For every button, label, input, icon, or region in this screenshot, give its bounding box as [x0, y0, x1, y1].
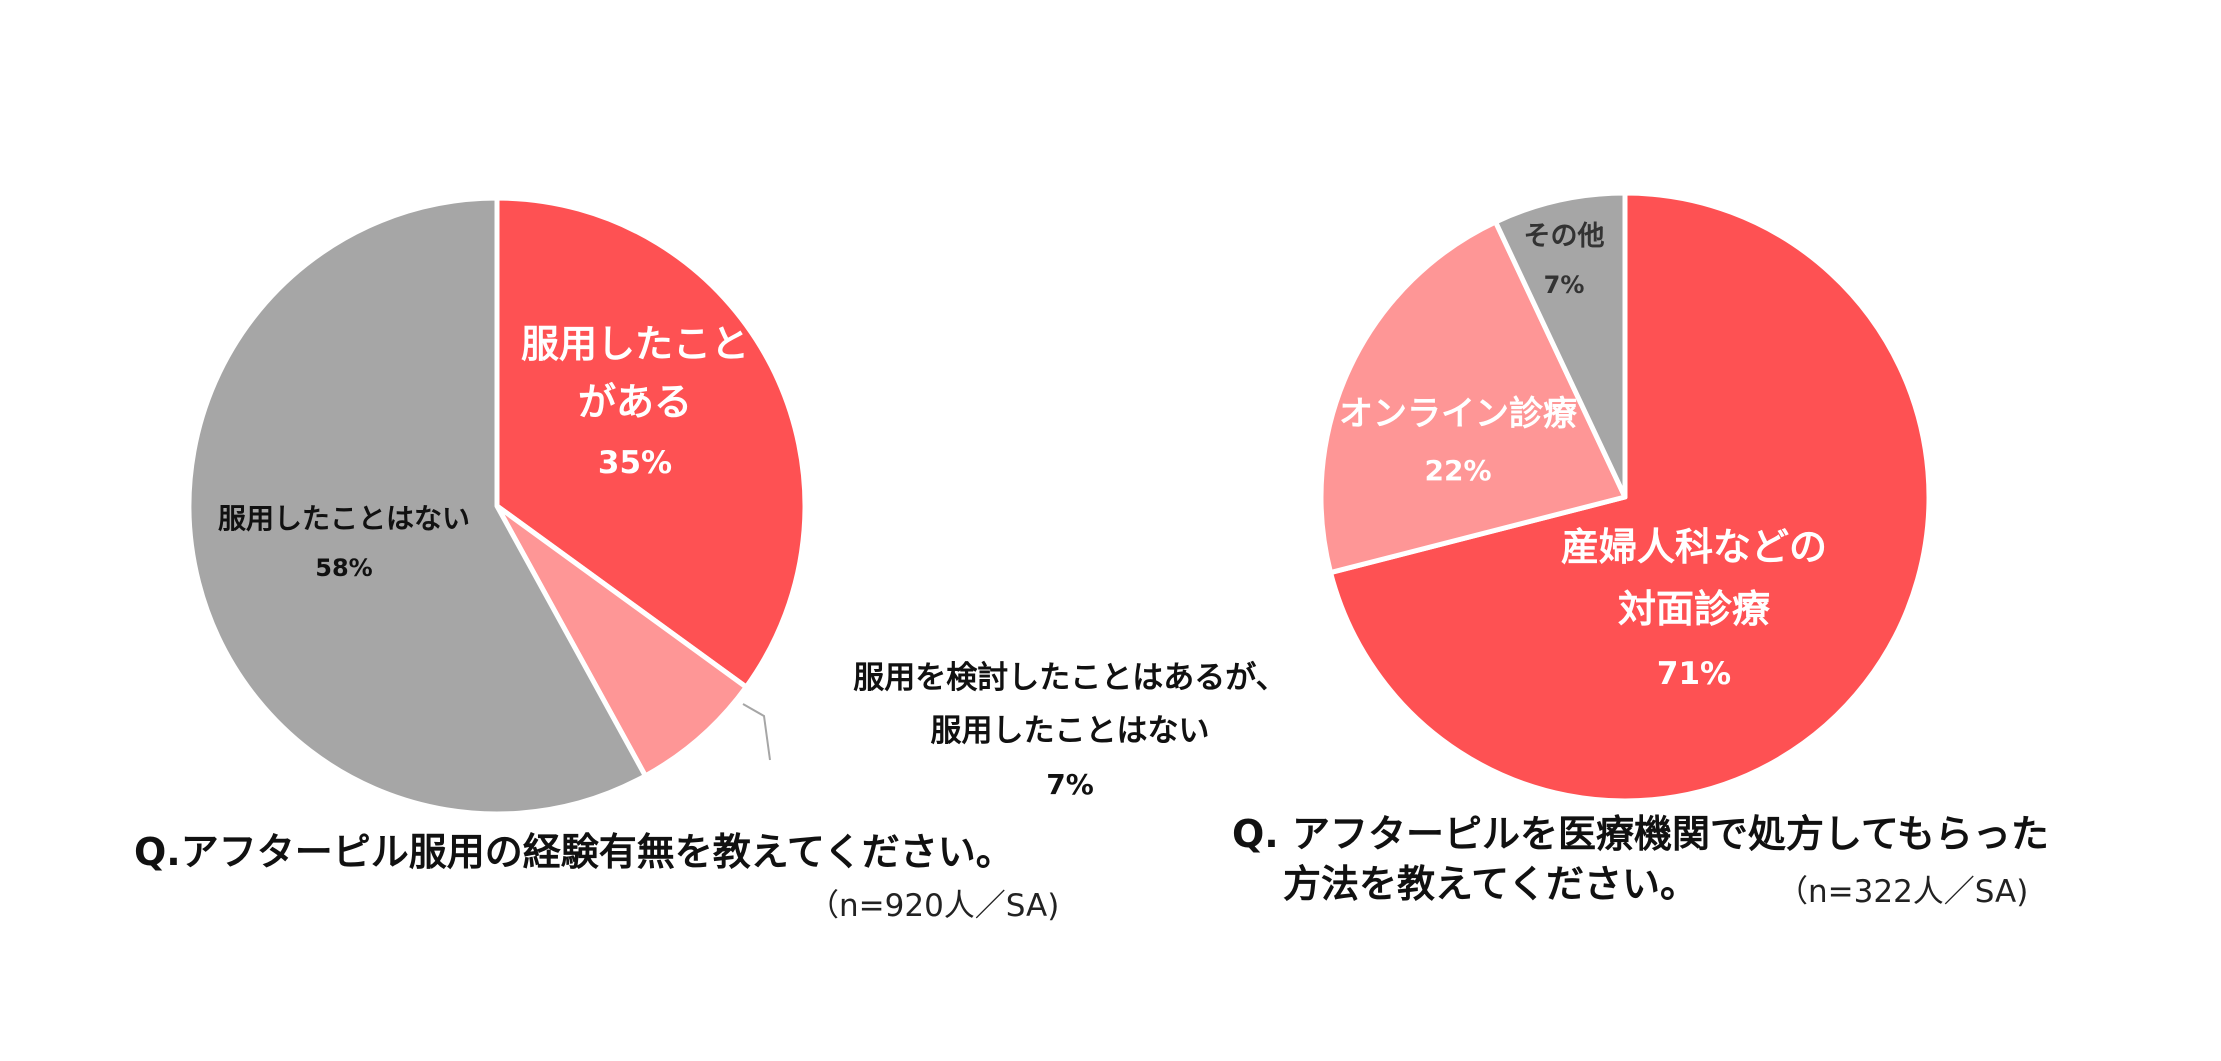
chart2-label-online-line1: オンライン診療 — [1339, 394, 1578, 434]
chart1-label-considered-line1: 服用を検討したことはあるが、 — [853, 660, 1286, 696]
chart1-label-experienced-line1: 服用したこと — [521, 322, 749, 366]
chart2-label-in-person-line1: 産婦人科などの — [1561, 525, 1827, 569]
chart2-sample-note: （n=322人／SA) — [1777, 874, 2029, 910]
chart1-value-experienced: 35% — [598, 445, 672, 481]
chart2-label-other-line1: その他 — [1524, 221, 1605, 252]
chart1-value-considered: 7% — [1046, 768, 1094, 801]
chart2-value-in-person: 71% — [1657, 656, 1731, 692]
chart2-question-title-line1: Q. アフターピルを医療機関で処方してもらった — [1232, 812, 2049, 856]
chart2-value-other: 7% — [1544, 271, 1585, 299]
chart2-question-title-line2: 方法を教えてください。 — [1283, 862, 1698, 906]
chart2-label-in-person-line2: 対面診療 — [1618, 587, 1771, 631]
chart2-slice-online — [1318, 219, 1628, 576]
chart1-question-title: Q.アフターピル服用の経験有無を教えてください。 — [134, 830, 1014, 874]
chart1-slice-experienced — [494, 195, 808, 690]
chart1-value-never: 58% — [315, 554, 372, 582]
chart2-slice-in-person — [1328, 190, 1932, 804]
chart1-slice-never — [186, 195, 648, 817]
pie-chart-experience: 服用したことがある35%服用を検討したことはあるが、服用したことはない7%服用し… — [186, 195, 1287, 817]
chart1-label-never-line1: 服用したことはない — [218, 502, 470, 535]
chart1-leader-line — [742, 703, 771, 761]
chart1-sample-note: （n=920人／SA) — [808, 888, 1060, 924]
chart1-label-experienced-line2: がある — [578, 380, 692, 424]
chart1-slice-considered — [494, 503, 749, 779]
chart2-value-online: 22% — [1424, 454, 1491, 487]
chart2-slice-other — [1493, 190, 1628, 500]
chart1-label-considered-line2: 服用したことはない — [931, 713, 1210, 749]
